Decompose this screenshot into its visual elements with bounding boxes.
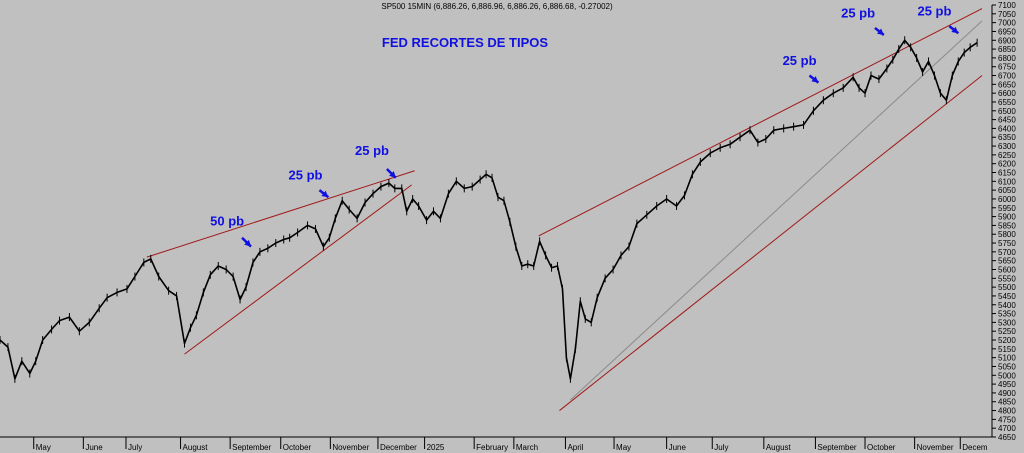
x-tick-label: June — [669, 443, 687, 452]
x-tick-label: October — [283, 443, 312, 452]
y-tick-label: 7100 — [998, 1, 1016, 10]
x-tick-label: March — [516, 443, 538, 452]
y-tick-label: 6050 — [998, 186, 1016, 195]
y-tick-label: 5800 — [998, 230, 1016, 239]
x-tick-label: August — [183, 443, 209, 452]
y-tick-label: 6250 — [998, 151, 1016, 160]
y-tick-label: 5350 — [998, 310, 1016, 319]
y-tick-label: 6600 — [998, 89, 1016, 98]
x-tick-label: September — [817, 443, 856, 452]
trendline-resistance — [146, 170, 415, 258]
x-tick-label: July — [714, 443, 728, 452]
y-tick-label: 5900 — [998, 213, 1016, 222]
rate-cut-arrowhead — [321, 190, 329, 198]
y-tick-label: 5050 — [998, 362, 1016, 371]
y-tick-label: 5850 — [998, 221, 1016, 230]
annotations: 50 pb 25 pb 25 pb 25 pb 25 pb 25 pb — [210, 4, 960, 248]
x-tick-label: August — [766, 443, 792, 452]
y-tick-label: 5150 — [998, 345, 1016, 354]
x-tick-label: May — [36, 443, 51, 452]
y-tick-label: 7000 — [998, 19, 1016, 28]
y-tick-label: 6950 — [998, 27, 1016, 36]
x-tick-label: July — [128, 443, 142, 452]
y-tick-label: 6300 — [998, 142, 1016, 151]
x-tick-label: November — [332, 443, 369, 452]
guide-line — [570, 20, 983, 401]
y-tick-label: 5600 — [998, 265, 1016, 274]
x-tick-label: February — [476, 443, 508, 452]
y-tick-label: 4700 — [998, 424, 1016, 433]
y-tick-label: 6650 — [998, 80, 1016, 89]
x-tick-label: December — [380, 443, 417, 452]
price-line — [0, 39, 978, 380]
y-tick-label: 6150 — [998, 169, 1016, 178]
y-tick-label: 6350 — [998, 133, 1016, 142]
rate-cut-label: 50 pb — [210, 213, 244, 228]
trendline-resistance — [538, 8, 983, 237]
rate-cut-label: 25 pb — [289, 168, 323, 183]
y-tick-label: 5550 — [998, 274, 1016, 283]
x-tick-label: September — [232, 443, 271, 452]
y-tick-label: 6800 — [998, 54, 1016, 63]
y-tick-label: 6550 — [998, 98, 1016, 107]
price-series — [0, 36, 978, 383]
y-tick-label: 6400 — [998, 124, 1016, 133]
y-tick-label: 4850 — [998, 398, 1016, 407]
y-tick-label: 5200 — [998, 336, 1016, 345]
chart-header: SP500 15MIN (6,886.26, 6,886.96, 6,886.2… — [381, 2, 613, 11]
y-tick-label: 4950 — [998, 380, 1016, 389]
y-tick-label: 5700 — [998, 248, 1016, 257]
y-tick-label: 4750 — [998, 415, 1016, 424]
y-tick-label: 6450 — [998, 116, 1016, 125]
y-tick-label: 6500 — [998, 107, 1016, 116]
x-tick-label: October — [867, 443, 896, 452]
x-tick-label: 2025 — [427, 443, 445, 452]
y-tick-label: 4900 — [998, 389, 1016, 398]
rate-cut-arrowhead — [389, 171, 396, 178]
y-tick-label: 6000 — [998, 195, 1016, 204]
y-tick-label: 5450 — [998, 292, 1016, 301]
y-axis: 4650470047504800485049004950500050505100… — [991, 1, 1016, 442]
y-tick-label: 6100 — [998, 177, 1016, 186]
x-tick-label: November — [917, 443, 954, 452]
x-tick-label: Decem — [962, 443, 988, 452]
x-axis: May June July August September October Novembe… — [0, 436, 992, 452]
y-tick-label: 5400 — [998, 301, 1016, 310]
y-tick-label: 5100 — [998, 354, 1016, 363]
rate-cut-label: 25 pb — [783, 53, 817, 68]
y-tick-label: 6850 — [998, 45, 1016, 54]
y-tick-label: 5000 — [998, 371, 1016, 380]
trendline-support — [184, 184, 412, 355]
x-tick-label: May — [616, 443, 631, 452]
y-tick-label: 6900 — [998, 36, 1016, 45]
y-tick-label: 4800 — [998, 407, 1016, 416]
rate-cut-arrowhead — [951, 26, 959, 34]
y-tick-label: 5250 — [998, 327, 1016, 336]
x-tick-label: June — [85, 443, 103, 452]
rate-cut-label: 25 pb — [917, 4, 951, 19]
rate-cut-arrowhead — [244, 239, 251, 247]
y-tick-label: 6700 — [998, 72, 1016, 81]
rate-cut-label: 25 pb — [841, 5, 875, 20]
rate-cut-arrowhead — [811, 76, 819, 83]
y-tick-label: 5300 — [998, 318, 1016, 327]
trendlines — [146, 8, 983, 411]
y-tick-label: 6200 — [998, 160, 1016, 169]
y-tick-label: 5750 — [998, 239, 1016, 248]
y-tick-label: 4650 — [998, 433, 1016, 442]
y-tick-label: 5500 — [998, 283, 1016, 292]
trendline-support — [559, 75, 983, 411]
x-tick-label: April — [567, 443, 583, 452]
y-tick-label: 6750 — [998, 63, 1016, 72]
chart-title: FED RECORTES DE TIPOS — [382, 35, 548, 50]
y-tick-label: 5950 — [998, 204, 1016, 213]
y-tick-label: 5650 — [998, 257, 1016, 266]
y-tick-label: 7050 — [998, 10, 1016, 19]
rate-cut-label: 25 pb — [355, 143, 389, 158]
rate-cut-arrowhead — [876, 28, 884, 35]
